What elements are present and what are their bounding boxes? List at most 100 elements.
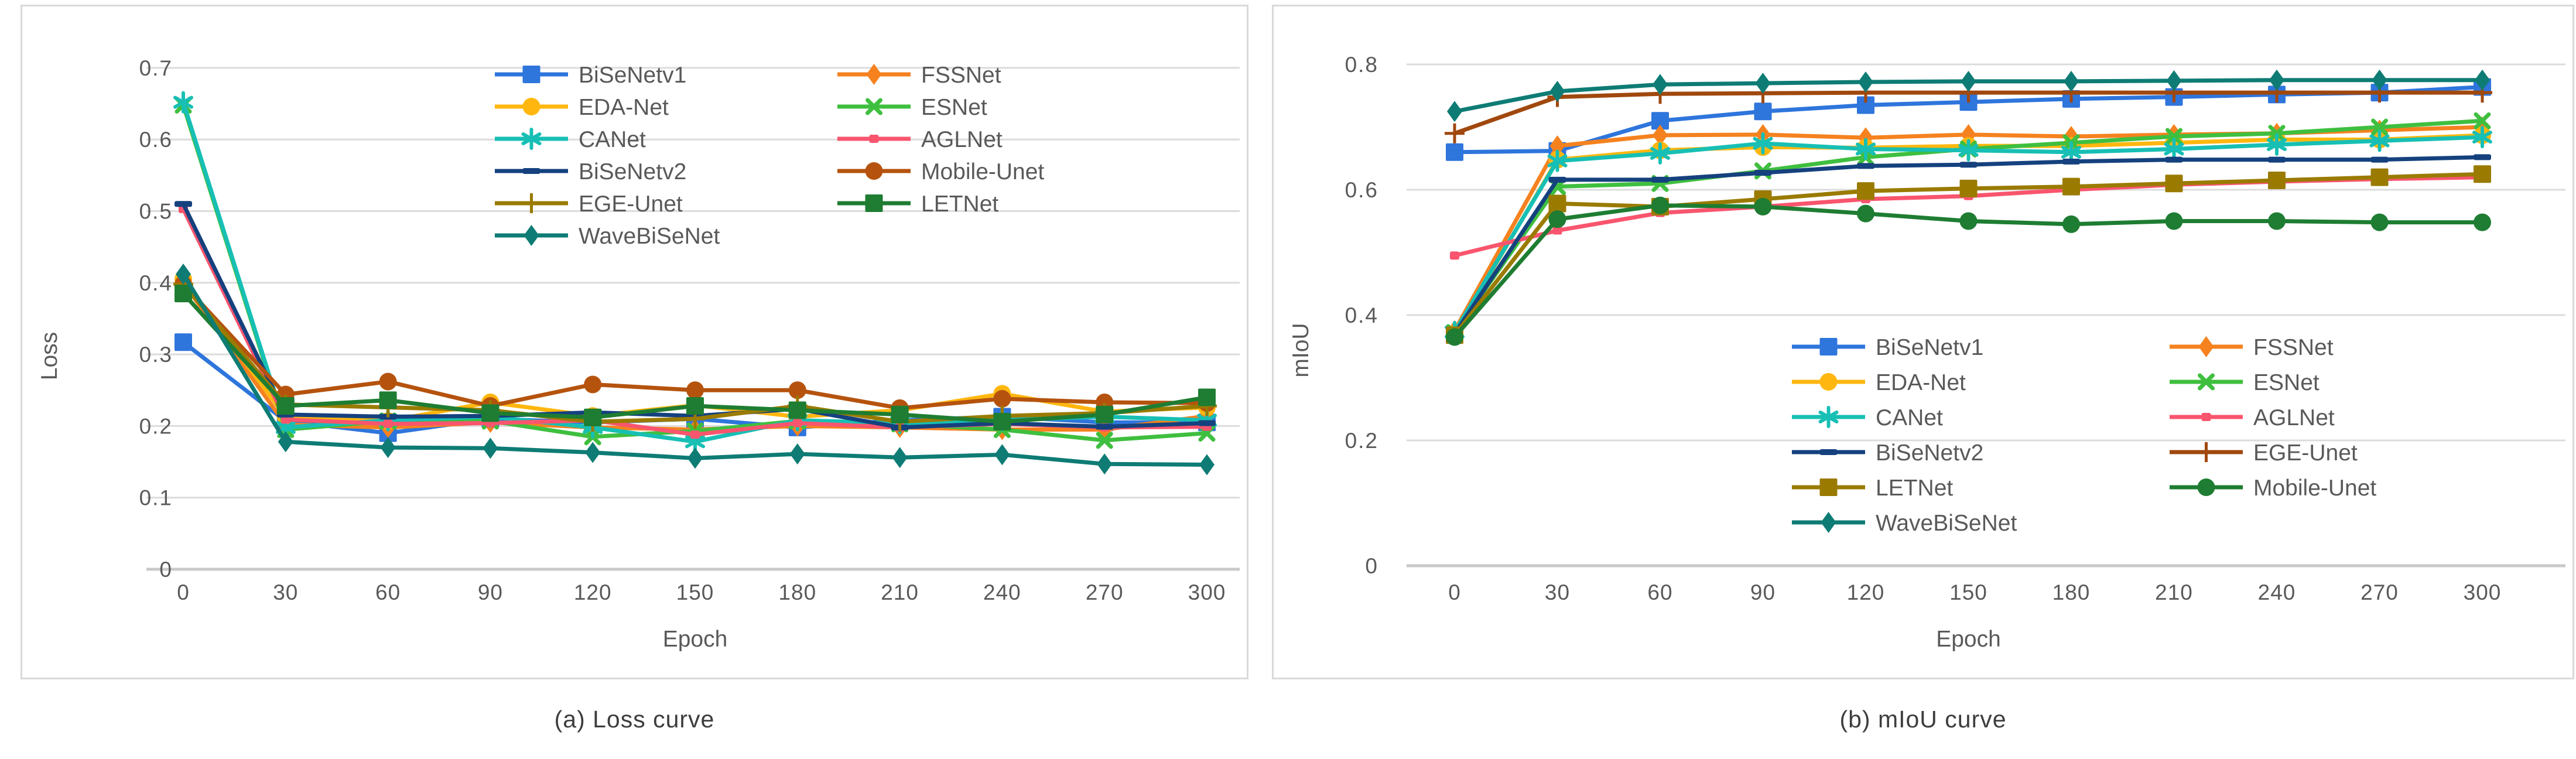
caption-loss-curve: (a) Loss curve [554,706,715,733]
legend-label: WaveBiSeNet [579,224,720,249]
caption-miou-curve: (b) mIoU curve [1839,706,2007,733]
series-marker [2166,128,2182,145]
legend-item-BiSeNetv2: BiSeNetv2 [1792,440,1983,466]
legend-label: ESNet [921,95,987,120]
x-tick-label: 300 [2464,580,2502,604]
y-tick-label: 0.6 [139,128,173,152]
series-marker [788,381,806,399]
series-marker [1653,124,1668,146]
series-marker [1755,73,1771,94]
series-BiSeNetv2 [1446,154,2491,337]
x-tick-label: 180 [2052,580,2091,604]
series-marker [1450,251,1459,260]
miou-chart: 0 0.2 0.4 0.6 0.8 0 30 60 90 120 150 180 210 240 270 30… [1272,5,2574,679]
legend-label: WaveBiSeNet [1876,511,2017,536]
series-marker [2064,70,2079,92]
legend-label: BiSeNetv1 [1876,335,1983,360]
series-Mobile-Unet [1446,196,2491,346]
series-marker [2474,213,2491,231]
series-marker [994,444,1010,466]
series-marker [2268,156,2286,163]
y-tick-label: 0 [159,558,173,582]
series-marker [175,201,192,207]
x-tick-label: 0 [177,580,190,604]
series-marker [584,408,602,426]
legend-item-WaveBiSeNet: WaveBiSeNet [1792,511,2017,536]
legend-marker [2196,442,2216,462]
series-marker [1097,453,1113,475]
legend-item-BiSeNetv2: BiSeNetv2 [495,159,686,184]
legend-label: Mobile-Unet [2253,476,2376,501]
series-WaveBiSeNet [176,264,1215,476]
legend-marker [1818,406,1839,428]
legend-label: BiSeNetv1 [579,63,686,88]
series-marker [2062,215,2080,233]
y-tick-label: 0.7 [139,56,173,80]
series-marker [2165,175,2183,193]
x-tick-label: 90 [1750,580,1776,604]
series-marker [1198,420,1216,426]
x-tick-label: 180 [778,580,816,604]
series-marker [176,264,191,285]
series-marker [2062,158,2080,165]
series-marker [2474,154,2491,160]
legend-item-BiSeNetv1: BiSeNetv1 [1792,335,1983,360]
x-tick-label: 210 [2155,580,2193,604]
legend-item-LETNet: LETNet [1792,476,1953,501]
series-marker [1552,226,1562,235]
x-tick-label: 60 [1647,580,1672,604]
legend-item-EGE-Unet: EGE-Unet [2170,440,2358,466]
series-marker [788,401,806,419]
series-marker [2369,129,2390,152]
series-marker [1651,196,1669,214]
series-marker [1096,432,1113,449]
y-tick-label: 0 [1365,554,1378,578]
series-marker [1446,143,1463,161]
series-marker [1754,197,1772,216]
x-tick-label: 120 [1847,580,1885,604]
series-marker [686,381,704,399]
legend-marker [2198,373,2215,391]
x-tick-label: 300 [1188,580,1226,604]
legend-label: ESNet [2253,370,2320,395]
legend-marker [1819,338,1838,355]
series-marker [278,431,293,453]
series-marker [2061,141,2081,163]
series-marker [2372,69,2387,91]
legend-label: CANet [1876,405,1943,430]
series-marker [1548,210,1566,228]
legend-item-ESNet: ESNet [2170,370,2320,395]
series-marker [1959,179,1978,197]
y-tick-label: 0.1 [139,486,173,510]
legend-marker [865,98,882,115]
series-marker [891,405,909,423]
y-tick-label: 0.8 [1345,53,1378,77]
x-tick-label: 0 [1448,580,1461,604]
x-tick-label: 240 [2258,580,2296,604]
series-marker [1753,132,1773,155]
legend-marker [524,225,539,246]
series-marker [276,397,295,415]
series-marker [173,91,193,114]
series-marker [2062,177,2080,196]
legend-marker [522,98,540,115]
legend-marker [522,168,540,174]
panel-border [20,5,1248,679]
legend-marker [521,193,542,213]
legend-label: LETNet [921,192,998,217]
series-marker [1857,204,1874,223]
legend-label: AGLNet [921,127,1003,152]
series-marker [1446,328,1463,346]
panel-border [1272,5,2574,679]
series-marker [1549,81,1565,102]
x-tick-label: 240 [983,580,1021,604]
series-marker [175,285,192,303]
series-marker [1754,170,1772,176]
legend-marker [869,135,879,143]
series-marker [1096,405,1114,423]
x-tick-label: 150 [1949,580,1987,604]
series-marker [792,419,802,428]
series-WaveBiSeNet [1447,69,2490,122]
legend-label: EGE-Unet [579,192,683,217]
